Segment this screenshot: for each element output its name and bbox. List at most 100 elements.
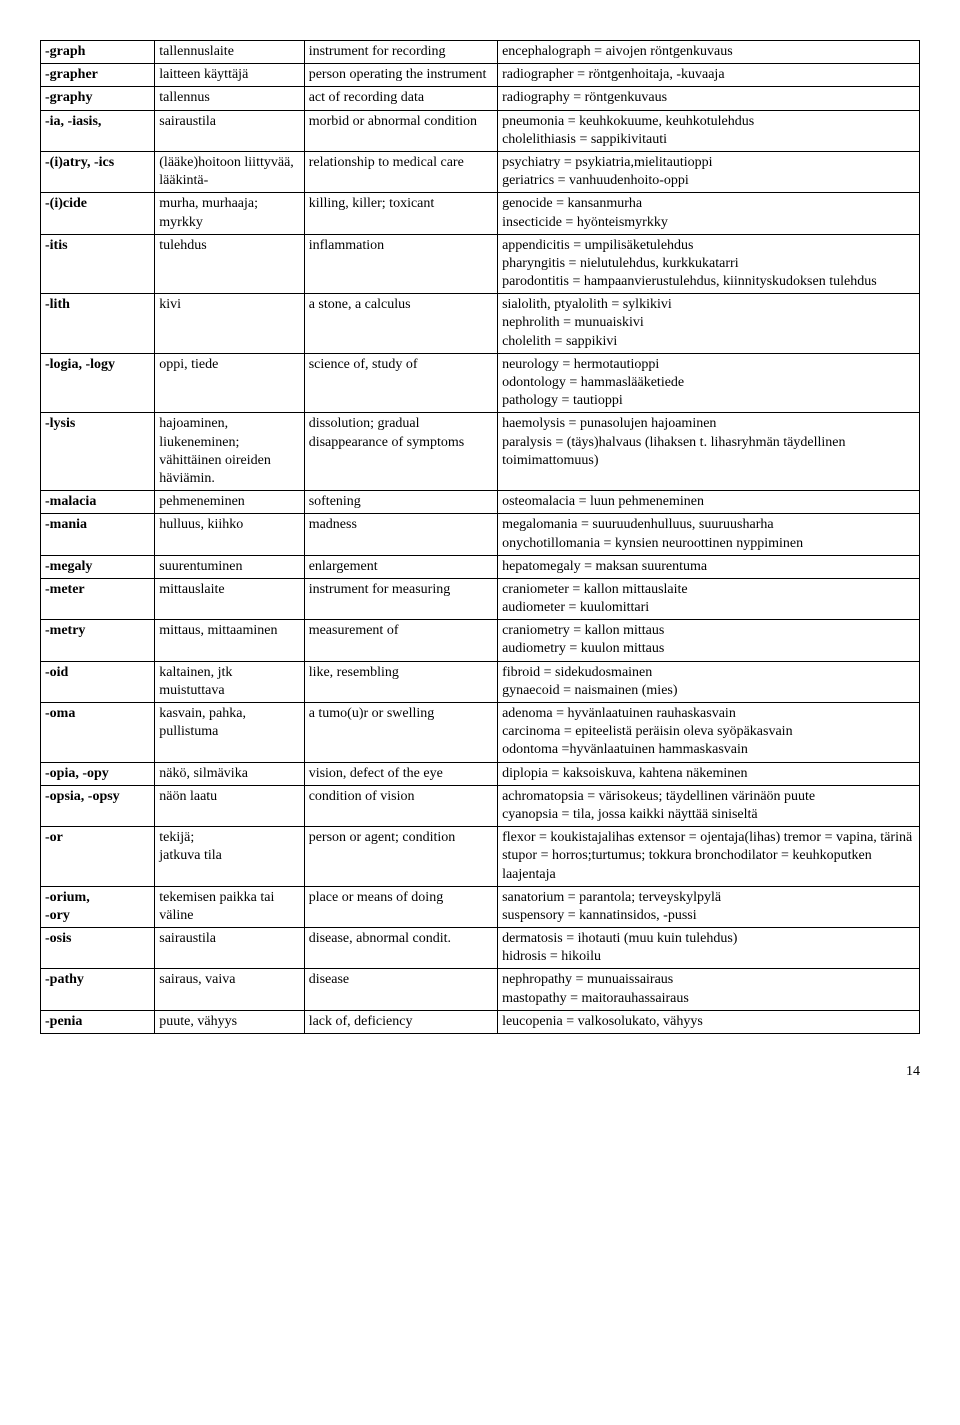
examples-cell: dermatosis = ihotauti (muu kuin tulehdus… xyxy=(498,928,920,969)
finnish-cell: (lääke)hoitoon liittyvää, lääkintä- xyxy=(155,151,304,192)
english-cell: act of recording data xyxy=(304,87,497,110)
table-row: -metermittauslaiteinstrument for measuri… xyxy=(41,578,920,619)
english-cell: person operating the instrument xyxy=(304,64,497,87)
suffix-cell: -graph xyxy=(41,41,155,64)
finnish-cell: mittauslaite xyxy=(155,578,304,619)
page-number: 14 xyxy=(40,1064,920,1080)
table-row: -logia, -logyoppi, tiedescience of, stud… xyxy=(41,353,920,413)
finnish-cell: puute, vähyys xyxy=(155,1010,304,1033)
suffix-cell: -oma xyxy=(41,703,155,763)
suffix-cell: -oid xyxy=(41,661,155,702)
finnish-cell: oppi, tiede xyxy=(155,353,304,413)
english-cell: vision, defect of the eye xyxy=(304,762,497,785)
examples-cell: sialolith, ptyalolith = sylkikivi nephro… xyxy=(498,294,920,354)
suffix-cell: -itis xyxy=(41,234,155,294)
table-row: -maniahulluus, kiihkomadnessmegalomania … xyxy=(41,514,920,555)
table-row: -graphtallennuslaiteinstrument for recor… xyxy=(41,41,920,64)
suffix-cell: -(i)cide xyxy=(41,193,155,234)
table-row: -opsia, -opsynäön laatucondition of visi… xyxy=(41,785,920,826)
english-cell: inflammation xyxy=(304,234,497,294)
finnish-cell: tallennus xyxy=(155,87,304,110)
table-row: -(i)atry, -ics(lääke)hoitoon liittyvää, … xyxy=(41,151,920,192)
english-cell: instrument for recording xyxy=(304,41,497,64)
finnish-cell: näkö, silmävika xyxy=(155,762,304,785)
examples-cell: adenoma = hyvänlaatuinen rauhaskasvain c… xyxy=(498,703,920,763)
table-row: -metrymittaus, mittaaminenmeasurement of… xyxy=(41,620,920,661)
suffix-cell: -opsia, -opsy xyxy=(41,785,155,826)
english-cell: measurement of xyxy=(304,620,497,661)
finnish-cell: tekemisen paikka tai väline xyxy=(155,886,304,927)
suffix-cell: -orium, -ory xyxy=(41,886,155,927)
table-row: -itistulehdusinflammationappendicitis = … xyxy=(41,234,920,294)
table-row: -ia, -iasis,sairaustilamorbid or abnorma… xyxy=(41,110,920,151)
examples-cell: encephalograph = aivojen röntgenkuvaus xyxy=(498,41,920,64)
suffix-cell: -osis xyxy=(41,928,155,969)
finnish-cell: kasvain, pahka, pullistuma xyxy=(155,703,304,763)
english-cell: disease xyxy=(304,969,497,1010)
examples-cell: nephropathy = munuaissairaus mastopathy … xyxy=(498,969,920,1010)
finnish-cell: laitteen käyttäjä xyxy=(155,64,304,87)
examples-cell: hepatomegaly = maksan suurentuma xyxy=(498,555,920,578)
english-cell: science of, study of xyxy=(304,353,497,413)
english-cell: disease, abnormal condit. xyxy=(304,928,497,969)
examples-cell: fibroid = sidekudosmainen gynaecoid = na… xyxy=(498,661,920,702)
finnish-cell: mittaus, mittaaminen xyxy=(155,620,304,661)
table-row: -ortekijä; jatkuva tilaperson or agent; … xyxy=(41,827,920,887)
suffix-cell: -(i)atry, -ics xyxy=(41,151,155,192)
table-row: -omakasvain, pahka, pullistumaa tumo(u)r… xyxy=(41,703,920,763)
examples-cell: radiographer = röntgenhoitaja, -kuvaaja xyxy=(498,64,920,87)
examples-cell: radiography = röntgenkuvaus xyxy=(498,87,920,110)
english-cell: dissolution; gradual disappearance of sy… xyxy=(304,413,497,491)
english-cell: a stone, a calculus xyxy=(304,294,497,354)
finnish-cell: murha, murhaaja; myrkky xyxy=(155,193,304,234)
english-cell: person or agent; condition xyxy=(304,827,497,887)
examples-cell: sanatorium = parantola; terveyskylpylä s… xyxy=(498,886,920,927)
suffix-cell: -meter xyxy=(41,578,155,619)
table-row: -(i)cidemurha, murhaaja; myrkkykilling, … xyxy=(41,193,920,234)
english-cell: place or means of doing xyxy=(304,886,497,927)
english-cell: madness xyxy=(304,514,497,555)
table-row: -grapherlaitteen käyttäjäperson operatin… xyxy=(41,64,920,87)
finnish-cell: sairaus, vaiva xyxy=(155,969,304,1010)
suffix-cell: -logia, -logy xyxy=(41,353,155,413)
examples-cell: leucopenia = valkosolukato, vähyys xyxy=(498,1010,920,1033)
english-cell: enlargement xyxy=(304,555,497,578)
table-row: -graphytallennusact of recording datarad… xyxy=(41,87,920,110)
examples-cell: genocide = kansanmurha insecticide = hyö… xyxy=(498,193,920,234)
finnish-cell: sairaustila xyxy=(155,110,304,151)
table-row: -peniapuute, vähyyslack of, deficiencyle… xyxy=(41,1010,920,1033)
suffix-cell: -grapher xyxy=(41,64,155,87)
finnish-cell: tekijä; jatkuva tila xyxy=(155,827,304,887)
table-row: -osissairaustiladisease, abnormal condit… xyxy=(41,928,920,969)
examples-cell: osteomalacia = luun pehmeneminen xyxy=(498,491,920,514)
finnish-cell: kaltainen, jtk muistuttava xyxy=(155,661,304,702)
examples-cell: diplopia = kaksoiskuva, kahtena näkemine… xyxy=(498,762,920,785)
examples-cell: megalomania = suuruudenhulluus, suuruush… xyxy=(498,514,920,555)
examples-cell: craniometer = kallon mittauslaite audiom… xyxy=(498,578,920,619)
suffix-cell: -or xyxy=(41,827,155,887)
english-cell: instrument for measuring xyxy=(304,578,497,619)
finnish-cell: tulehdus xyxy=(155,234,304,294)
examples-cell: flexor = koukistajalihas extensor = ojen… xyxy=(498,827,920,887)
suffix-cell: -metry xyxy=(41,620,155,661)
table-row: -pathysairaus, vaivadiseasenephropathy =… xyxy=(41,969,920,1010)
finnish-cell: pehmeneminen xyxy=(155,491,304,514)
finnish-cell: suurentuminen xyxy=(155,555,304,578)
suffix-cell: -megaly xyxy=(41,555,155,578)
finnish-cell: hulluus, kiihko xyxy=(155,514,304,555)
english-cell: a tumo(u)r or swelling xyxy=(304,703,497,763)
suffix-cell: -penia xyxy=(41,1010,155,1033)
suffix-cell: -pathy xyxy=(41,969,155,1010)
suffix-cell: -lysis xyxy=(41,413,155,491)
suffix-cell: -malacia xyxy=(41,491,155,514)
finnish-cell: sairaustila xyxy=(155,928,304,969)
examples-cell: haemolysis = punasolujen hajoaminen para… xyxy=(498,413,920,491)
suffix-cell: -lith xyxy=(41,294,155,354)
suffix-cell: -graphy xyxy=(41,87,155,110)
examples-cell: neurology = hermotautioppi odontology = … xyxy=(498,353,920,413)
suffix-cell: -opia, -opy xyxy=(41,762,155,785)
table-row: -oidkaltainen, jtk muistuttavalike, rese… xyxy=(41,661,920,702)
finnish-cell: kivi xyxy=(155,294,304,354)
english-cell: condition of vision xyxy=(304,785,497,826)
examples-cell: achromatopsia = värisokeus; täydellinen … xyxy=(498,785,920,826)
